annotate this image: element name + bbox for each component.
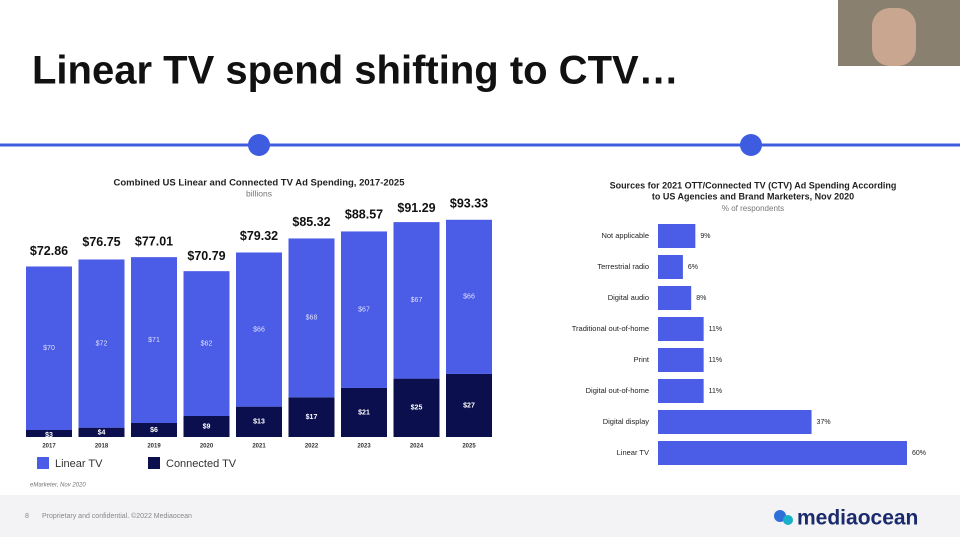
bar-segment (446, 219, 492, 374)
value-label: $21 (358, 409, 370, 416)
slide-title: Linear TV spend shifting to CTV… (32, 49, 679, 93)
category-label: Print (634, 355, 650, 364)
value-label: 11% (709, 357, 723, 364)
bar-segment (131, 422, 177, 437)
chart-subtitle: % of respondents (722, 204, 784, 213)
bar (658, 286, 692, 310)
bar (658, 348, 704, 372)
bar-segment (341, 387, 387, 437)
legend-swatch (37, 457, 49, 469)
bar-segment (236, 406, 282, 437)
bar-segment (288, 238, 335, 398)
x-tick-label: 2025 (462, 444, 476, 450)
category-label: Not applicable (601, 231, 649, 240)
source: eMarketer, Nov 2020 (30, 483, 86, 489)
x-tick-label: 2023 (357, 444, 371, 450)
bar-segment (78, 259, 125, 428)
value-label: $17 (306, 414, 318, 421)
bar (658, 224, 696, 248)
value-label: $62 (201, 340, 213, 347)
value-label: 11% (709, 326, 723, 333)
bar (658, 379, 704, 403)
value-label: 37% (817, 419, 831, 426)
category-label: Terrestrial radio (597, 262, 649, 271)
bar-segment (236, 252, 282, 407)
value-label: $71 (148, 337, 160, 344)
bar (658, 317, 704, 341)
total-label: $77.01 (135, 234, 173, 248)
bar-segment (393, 378, 440, 437)
total-label: $91.29 (397, 201, 435, 215)
x-tick-label: 2017 (42, 444, 56, 450)
value-label: $27 (463, 402, 475, 409)
legend-label: Linear TV (55, 458, 103, 470)
value-label: $9 (203, 423, 211, 430)
value-label: $67 (411, 297, 423, 304)
bar (658, 441, 907, 465)
total-label: $93.33 (450, 196, 488, 210)
value-label: $66 (253, 326, 265, 333)
bar-segment (78, 427, 125, 437)
value-label: 60% (912, 450, 926, 457)
value-label: $6 (150, 427, 158, 434)
value-label: 9% (700, 233, 710, 240)
divider-dot (248, 134, 270, 156)
category-label: Traditional out-of-home (572, 324, 649, 333)
bar (658, 410, 812, 434)
value-label: $13 (253, 419, 265, 426)
category-label: Digital audio (608, 293, 649, 302)
bar-segment (131, 257, 177, 423)
bar-segment (288, 397, 335, 437)
x-tick-label: 2022 (305, 444, 319, 450)
chart-subtitle: billions (246, 188, 272, 198)
value-label: $3 (45, 432, 53, 439)
total-label: $72.86 (30, 244, 68, 258)
total-label: $79.32 (240, 229, 278, 243)
value-label: $68 (306, 315, 318, 322)
x-tick-label: 2021 (252, 444, 266, 450)
chart-title: Combined US Linear and Connected TV Ad S… (113, 178, 405, 189)
total-label: $70.79 (187, 249, 225, 263)
bar-segment (26, 429, 72, 437)
divider-dot (740, 134, 762, 156)
total-label: $85.32 (292, 215, 330, 229)
value-label: $4 (98, 430, 106, 437)
bar-segment (183, 415, 230, 437)
bar-segment (183, 271, 230, 416)
value-label: $72 (96, 340, 108, 347)
bar-segment (26, 266, 72, 430)
value-label: $66 (463, 294, 475, 301)
logo-icon (774, 510, 786, 522)
value-label: $70 (43, 345, 55, 352)
bar-segment (393, 222, 440, 379)
total-label: $88.57 (345, 207, 383, 221)
logo-icon (783, 515, 793, 525)
value-label: $67 (358, 307, 370, 314)
legend-swatch (148, 457, 160, 469)
x-tick-label: 2019 (147, 444, 161, 450)
category-label: Digital out-of-home (586, 386, 649, 395)
footer (0, 495, 960, 537)
page-number: 8 (25, 513, 29, 520)
bar (658, 255, 683, 279)
value-label: $25 (411, 405, 423, 412)
x-tick-label: 2024 (410, 444, 424, 450)
category-label: Linear TV (617, 448, 649, 457)
webcam-person (872, 8, 916, 66)
x-tick-label: 2020 (200, 444, 214, 450)
category-label: Digital display (603, 417, 650, 426)
chart-title: Sources for 2021 OTT/Connected TV (CTV) … (610, 180, 897, 190)
value-label: 6% (688, 264, 698, 271)
bar-segment (341, 231, 387, 388)
value-label: 11% (709, 388, 723, 395)
bar-segment (446, 373, 492, 437)
chart-title: to US Agencies and Brand Marketers, Nov … (652, 191, 854, 201)
total-label: $76.75 (82, 235, 120, 249)
value-label: 8% (696, 295, 706, 302)
legend-label: Connected TV (166, 458, 237, 470)
footer-text: Proprietary and confidential. ©2022 Medi… (42, 512, 192, 520)
logo: mediaocean (797, 507, 918, 530)
x-tick-label: 2018 (95, 444, 109, 450)
